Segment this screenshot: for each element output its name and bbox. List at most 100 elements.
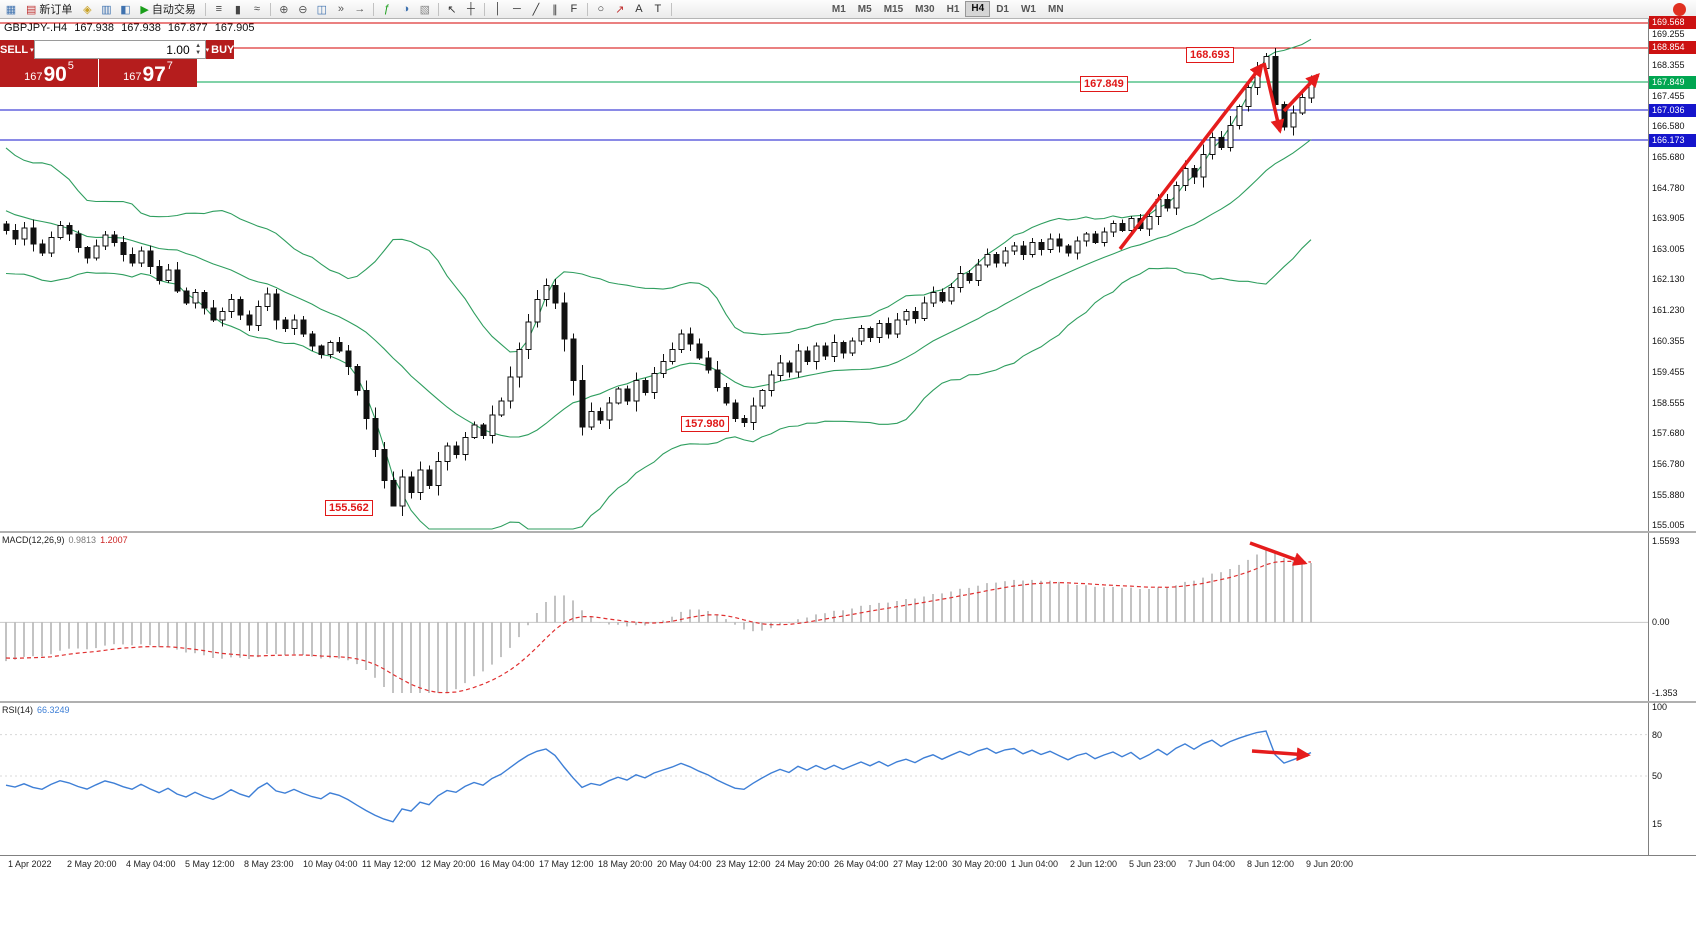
buy-button[interactable]: ▾ BUY (205, 40, 235, 59)
macd-name: MACD(12,26,9) (2, 535, 65, 545)
navigator-icon[interactable]: ◧ (116, 1, 134, 17)
rsi-tick-label: 15 (1652, 819, 1663, 829)
trendline-icon[interactable]: ╱ (527, 1, 545, 17)
candlestick-chart-icon[interactable]: ▮ (229, 1, 247, 17)
one-click-trading-panel: SELL ▾ ▲ ▼ ▾ BUY (0, 40, 235, 87)
templates-icon[interactable]: ▧ (416, 1, 434, 17)
cursor-icon[interactable]: ↖ (443, 1, 461, 17)
tile-windows-icon[interactable]: ◫ (313, 1, 331, 17)
fibonacci-icon[interactable]: F (565, 1, 583, 17)
price-tick-label: 163.005 (1652, 244, 1685, 254)
timeframe-d1[interactable]: D1 (990, 1, 1015, 17)
timeframe-w1[interactable]: W1 (1015, 1, 1042, 17)
bollinger-bands-layer (5, 38, 1312, 530)
vertical-line-icon[interactable]: │ (489, 1, 507, 17)
sell-price-prefix: 167 (24, 71, 43, 83)
zoom-in-icon[interactable]: ⊕ (275, 1, 293, 17)
timeframe-m30[interactable]: M30 (909, 1, 940, 17)
market-watch-icon[interactable]: ▥ (97, 1, 115, 17)
price-tick-label: 168.355 (1652, 60, 1685, 70)
volume-input[interactable] (34, 41, 192, 58)
macd-signal-line (5, 560, 1312, 694)
price-annotation[interactable]: 168.693 (1186, 47, 1234, 63)
high-value: 167.938 (121, 22, 161, 34)
text-icon[interactable]: A (630, 1, 648, 17)
price-tick-label: 165.680 (1652, 152, 1685, 162)
rsi-chart-area[interactable]: RSI(14) 66.3249 (0, 703, 1648, 855)
buy-price-button[interactable]: 167 97 7 (99, 59, 197, 87)
indicators-icon[interactable]: ƒ (378, 1, 396, 17)
sell-button[interactable]: SELL ▾ (0, 40, 34, 59)
rsi-name: RSI(14) (2, 705, 34, 715)
buy-price-prefix: 167 (123, 71, 142, 83)
timeframe-h4[interactable]: H4 (965, 1, 991, 17)
price-tick-label: 161.230 (1652, 305, 1685, 315)
chart-shift-icon[interactable]: → (351, 1, 369, 17)
timeframe-h1[interactable]: H1 (941, 1, 966, 17)
toolbar-separator (372, 2, 374, 16)
sell-price-button[interactable]: 167 90 5 (0, 59, 98, 87)
auto-scroll-icon[interactable]: » (332, 1, 350, 17)
toolbar-separator (483, 2, 485, 16)
time-label: 23 May 12:00 (716, 859, 771, 869)
stepper-up-icon[interactable]: ▲ (195, 42, 202, 49)
price-panel: GBPJPY-.H4 167.938 167.938 167.877 167.9… (0, 16, 1696, 531)
rsi-tick-label: 50 (1652, 771, 1663, 781)
price-tick-label: 163.905 (1652, 213, 1685, 223)
time-label: 4 May 04:00 (126, 859, 176, 869)
price-tick-label: 169.255 (1652, 29, 1685, 39)
time-label: 27 May 12:00 (893, 859, 948, 869)
time-axis[interactable]: 1 Apr 2022 2 May 20:00 4 May 04:00 5 May 12… (0, 855, 1696, 873)
symbols-icon[interactable]: ◈ (78, 1, 96, 17)
price-tick-label: 158.555 (1652, 398, 1685, 408)
panel-separator[interactable] (0, 701, 1696, 703)
rsi-scale[interactable]: 100 80 50 15 (1648, 702, 1696, 855)
bar-chart-icon[interactable]: ≡ (210, 1, 228, 17)
horizontal-line-icon[interactable]: ─ (508, 1, 526, 17)
channel-icon[interactable]: ∥ (546, 1, 564, 17)
new-chart-icon[interactable]: ▦ (2, 1, 20, 17)
sell-price-big: 90 (43, 63, 67, 86)
shapes-icon[interactable]: ○ (592, 1, 610, 17)
volume-field[interactable]: ▲ ▼ (33, 40, 206, 59)
timeframe-m1[interactable]: M1 (826, 1, 852, 17)
autotrading-button[interactable]: ▶ 自动交易 (135, 1, 200, 17)
price-annotation[interactable]: 157.980 (681, 416, 729, 432)
price-tick-label: 162.130 (1652, 274, 1685, 284)
timeframe-group: M1 M5 M15 M30 H1 H4 D1 W1 MN (826, 1, 1070, 17)
periods-icon[interactable]: ◑ (397, 1, 415, 17)
price-chart-area[interactable]: GBPJPY-.H4 167.938 167.938 167.877 167.9… (0, 19, 1648, 531)
price-scale[interactable]: 169.255 168.355 167.455 166.580 165.680 164.7… (1648, 16, 1696, 531)
line-chart-icon[interactable]: ≈ (248, 1, 266, 17)
time-label: 20 May 04:00 (657, 859, 712, 869)
zoom-out-icon[interactable]: ⊖ (294, 1, 312, 17)
text-label-icon[interactable]: T (649, 1, 667, 17)
new-order-label: 新订单 (39, 4, 73, 16)
macd-scale[interactable]: 1.5593 0.00 -1.353 (1648, 533, 1696, 701)
price-flag: 169.568 (1649, 16, 1696, 29)
volume-stepper[interactable]: ▲ ▼ (192, 43, 205, 57)
symbol-period-label: GBPJPY-.H4 (4, 22, 68, 34)
buy-price-big: 97 (142, 63, 166, 86)
timeframe-mn[interactable]: MN (1042, 1, 1070, 17)
price-annotation[interactable]: 155.562 (325, 500, 373, 516)
macd-chart-area[interactable]: MACD(12,26,9) 0.9813 1.2007 (0, 533, 1648, 701)
time-label: 5 Jun 23:00 (1129, 859, 1177, 869)
notifications-badge[interactable] (1673, 2, 1686, 16)
macd-main-value: 0.9813 (68, 535, 97, 545)
timeframe-m15[interactable]: M15 (878, 1, 909, 17)
arrows-icon[interactable]: ↗ (611, 1, 629, 17)
timeframe-m5[interactable]: M5 (852, 1, 878, 17)
price-annotation[interactable]: 167.849 (1080, 76, 1128, 92)
panel-separator[interactable] (0, 531, 1696, 533)
chevron-down-icon: ▾ (30, 46, 34, 54)
price-tick-label: 155.005 (1652, 520, 1685, 530)
autotrading-label: 自动交易 (151, 4, 196, 16)
time-label: 7 Jun 04:00 (1188, 859, 1236, 869)
stepper-down-icon[interactable]: ▼ (195, 49, 202, 56)
rsi-trend-arrow (1251, 747, 1311, 762)
time-label: 17 May 12:00 (539, 859, 594, 869)
new-order-button[interactable]: ▤ 新订单 (21, 1, 77, 17)
crosshair-icon[interactable]: ┼ (462, 1, 480, 17)
